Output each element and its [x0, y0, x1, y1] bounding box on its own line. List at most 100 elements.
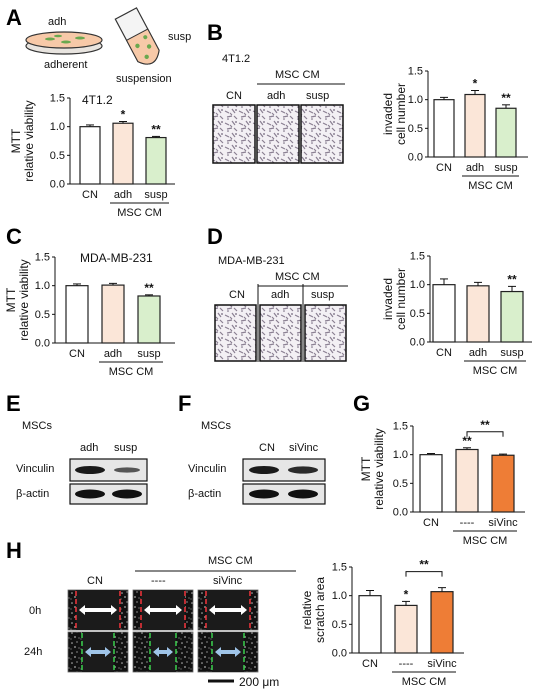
scratch-image-1-1 — [132, 631, 194, 673]
micrograph-d-susp — [304, 304, 347, 362]
micrograph-b-adh — [256, 104, 300, 164]
y-tick-label: 1.0 — [35, 280, 50, 292]
panel-h-row-0h: 0h — [29, 605, 41, 617]
chart-d: 0.0 0.5 1.0 1.5 invaded cell number CN adh ** sus… — [381, 251, 532, 377]
panel-h-col-cn: CN — [87, 575, 103, 587]
y-axis-label: cell number — [394, 83, 408, 145]
panel-b-header: MSC CM — [275, 69, 320, 81]
panel-f-source: MSCs — [201, 420, 231, 432]
y-tick-label: 0.0 — [35, 338, 50, 350]
band-f-actin-sivinc — [288, 489, 318, 499]
bar-1 — [466, 285, 490, 343]
y-axis-label: invaded — [381, 278, 395, 320]
y-tick-label: 0.0 — [393, 507, 408, 519]
double-arrow-icon — [144, 605, 182, 615]
petri-dish-icon — [25, 31, 103, 55]
y-tick-label: 1.5 — [408, 66, 423, 78]
panel-f-row-vinculin: Vinculin — [188, 463, 226, 475]
comparison-bracket — [466, 431, 504, 437]
micrograph-d-cn — [214, 304, 257, 362]
y-tick-label: 1.5 — [410, 251, 425, 263]
bar-0 — [432, 284, 456, 343]
scratch-image-0-1 — [132, 589, 194, 631]
double-arrow-icon — [215, 647, 241, 657]
comparison-bracket — [405, 571, 443, 577]
significance-mark: ** — [507, 272, 517, 286]
panel-f-lane-cn: CN — [259, 442, 275, 454]
x-tick-label: siVinc — [488, 517, 518, 529]
x-tick-label: adh — [114, 189, 132, 201]
y-tick-label: 0.5 — [408, 123, 423, 135]
bar-0 — [433, 99, 455, 158]
y-axis-label: cell number — [394, 268, 408, 330]
x-tick-label: siVinc — [427, 658, 457, 670]
tube-caption: suspension — [116, 73, 172, 85]
x-tick-label: CN — [436, 347, 452, 359]
panel-h-col-control: ---- — [151, 575, 166, 587]
micrograph-b-susp — [300, 104, 344, 164]
y-tick-label: 1.5 — [50, 93, 65, 105]
x-tick-label: susp — [500, 347, 523, 359]
significance-mark: ** — [501, 91, 511, 105]
scratch-image-1-2 — [197, 631, 259, 673]
y-axis-label: MTT — [9, 128, 23, 153]
x-tick-label: adh — [466, 162, 484, 174]
double-arrow-icon — [209, 605, 247, 615]
panel-label-h: H — [6, 538, 22, 563]
band-f-vinculin-cn — [249, 466, 279, 474]
bar-2 — [137, 295, 161, 344]
panel-d-col-cn: CN — [229, 289, 245, 301]
scratch-image-0-2 — [197, 589, 259, 631]
bar-2 — [430, 591, 454, 654]
y-tick-label: 0.0 — [50, 179, 65, 191]
bar-1 — [455, 448, 479, 513]
group-label: MSC CM — [468, 180, 513, 192]
panel-e-row-actin: β-actin — [16, 488, 49, 500]
y-axis-label: MTT — [359, 456, 373, 481]
panel-label-b: B — [207, 20, 223, 45]
y-tick-label: 1.0 — [332, 590, 347, 602]
x-tick-label: CN — [436, 162, 452, 174]
scratch-image-grid — [67, 589, 259, 673]
panel-d-col-adh: adh — [271, 289, 289, 301]
panel-label-e: E — [6, 391, 21, 416]
y-axis-label: relative viability — [372, 428, 386, 509]
y-axis-label: relative — [300, 590, 314, 629]
scale-bar-label: 200 μm — [239, 675, 279, 689]
panel-f-row-actin: β-actin — [188, 488, 221, 500]
y-axis-label: relative viability — [22, 100, 36, 181]
panel-h-col-sivinc: siVinc — [213, 575, 243, 587]
panel-b-col-adh: adh — [267, 90, 285, 102]
test-tube-icon — [114, 7, 160, 65]
bar-1 — [464, 93, 486, 158]
band-e-vinculin-adh — [75, 466, 105, 474]
bar-2 — [495, 107, 517, 158]
panel-h-header: MSC CM — [208, 555, 253, 567]
panel-b-col-cn: CN — [226, 90, 242, 102]
x-tick-label: CN — [362, 658, 378, 670]
x-tick-label: adh — [469, 347, 487, 359]
y-tick-label: 0.0 — [332, 648, 347, 660]
chart-c: 0.0 0.5 1.0 1.5 MTT relative viability MDA-MB-… — [4, 251, 175, 378]
group-label: MSC CM — [402, 676, 447, 688]
micrograph-d-adh — [259, 304, 302, 362]
bar-0 — [419, 454, 443, 513]
band-e-actin-susp — [112, 489, 142, 499]
chart-a: 0.0 0.5 1.0 1.5 MTT relative viability 4T1.2 CN… — [9, 93, 175, 219]
chart-b: 0.0 0.5 1.0 1.5 invaded cell number CN * adh ** su… — [381, 66, 528, 192]
panel-b-cell-line: 4T1.2 — [222, 53, 250, 65]
y-tick-label: 1.0 — [50, 121, 65, 133]
double-arrow-icon — [85, 647, 111, 657]
bar-0 — [358, 595, 382, 654]
y-axis-label: invaded — [381, 93, 395, 135]
y-axis-label: relative viability — [17, 259, 31, 340]
panel-label-f: F — [178, 391, 191, 416]
significance-mark: * — [473, 76, 478, 90]
group-label: MSC CM — [109, 366, 154, 378]
panel-e-lane-susp: susp — [114, 442, 137, 454]
y-axis-label: MTT — [4, 287, 18, 312]
y-axis-label: scratch area — [313, 577, 327, 643]
chart-h: 0.0 0.5 1.0 1.5 relative scratch area CN * ---- s… — [300, 558, 464, 688]
panel-d-header: MSC CM — [275, 271, 320, 283]
panel-label-g: G — [353, 391, 370, 416]
